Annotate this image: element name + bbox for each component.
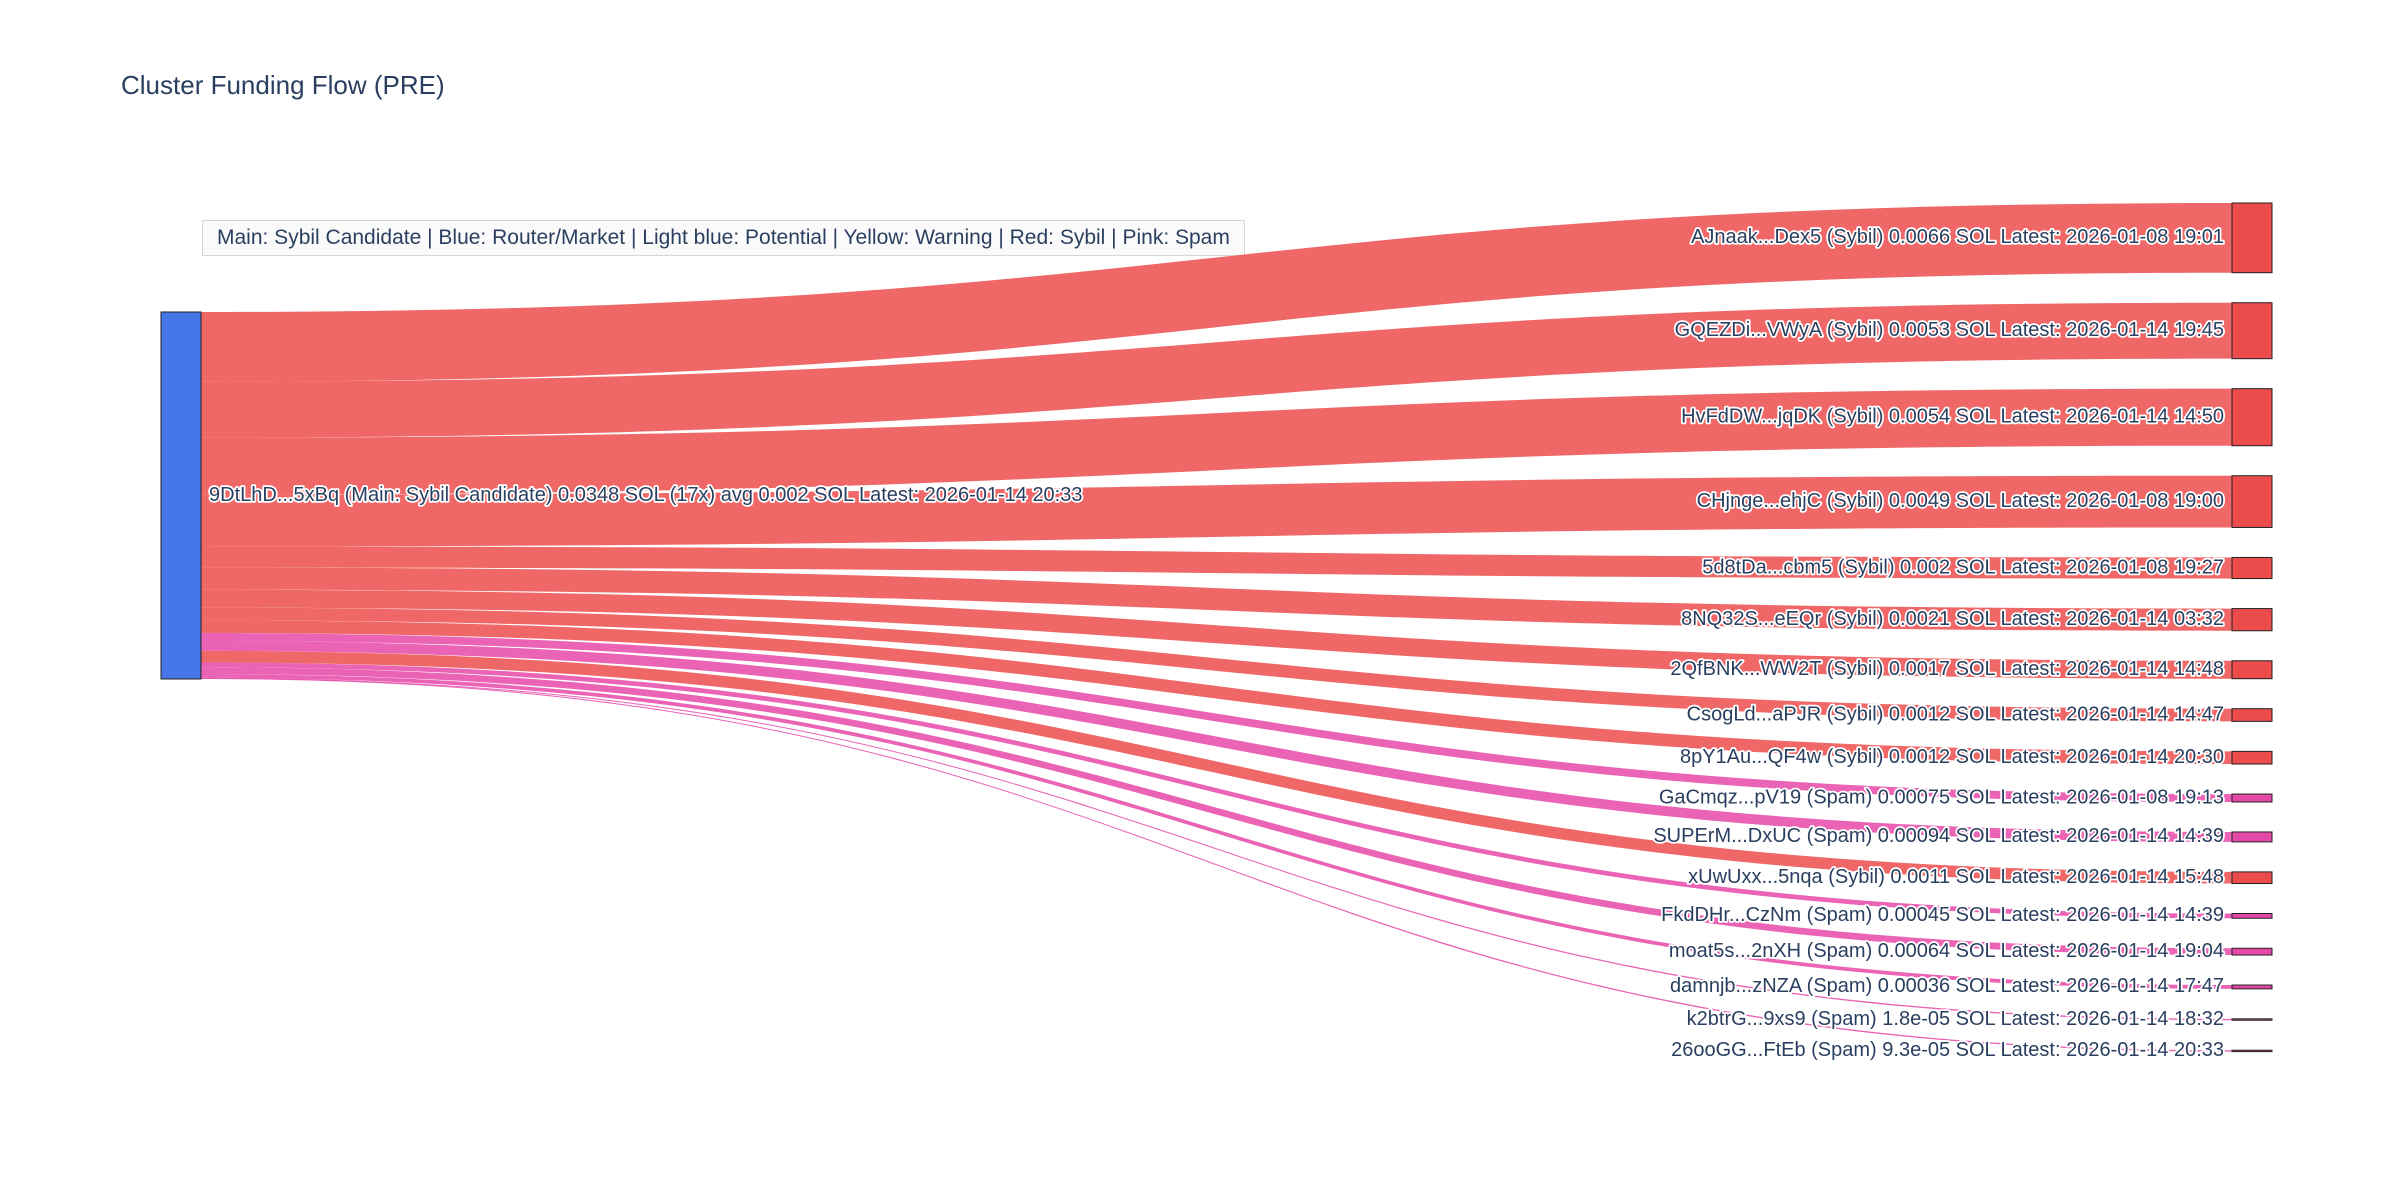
sankey-target-node[interactable]: [2231, 947, 2273, 956]
sankey-target-label: SUPErM...DxUC (Spam) 0.00094 SOL Latest:…: [1653, 825, 2224, 847]
sankey-target-label: GQEZDi...VWyA (Sybil) 0.0053 SOL Latest:…: [1675, 319, 2224, 341]
sankey-target-label: CsogLd...aPJR (Sybil) 0.0012 SOL Latest:…: [1687, 703, 2224, 725]
sankey-target-label: 5d8tDa...cbm5 (Sybil) 0.002 SOL Latest: …: [1702, 556, 2224, 578]
chart-title: Cluster Funding Flow (PRE): [121, 70, 445, 100]
sankey-target-node[interactable]: [2231, 388, 2273, 447]
sankey-link[interactable]: [201, 674, 2232, 989]
sankey-link[interactable]: [201, 475, 2232, 547]
sankey-link[interactable]: [201, 662, 2232, 919]
sankey-link[interactable]: [201, 620, 2232, 765]
sankey-target-node[interactable]: [2231, 202, 2273, 274]
sankey-target-label: AJnaak...Dex5 (Sybil) 0.0066 SOL Latest:…: [1691, 226, 2224, 248]
sankey-source-node[interactable]: [160, 311, 202, 680]
sankey-target-label: GaCmqz...pV19 (Spam) 0.00075 SOL Latest:…: [1659, 786, 2224, 808]
sankey-link[interactable]: [201, 667, 2232, 956]
sankey-link[interactable]: [201, 678, 2232, 1052]
sankey-target-label: xUwUxx...5nqa (Sybil) 0.0011 SOL Latest:…: [1688, 866, 2224, 888]
sankey-target-label: 26ooGG...FtEb (Spam) 9.3e-05 SOL Latest:…: [1671, 1039, 2224, 1061]
sankey-target-label: 8NQ32S...eEQr (Sybil) 0.0021 SOL Latest:…: [1681, 608, 2224, 630]
sankey-link[interactable]: [201, 677, 2232, 1021]
sankey-target-node[interactable]: [2231, 871, 2273, 885]
sankey-target-label: FkdDHr...CzNm (Spam) 0.00045 SOL Latest:…: [1661, 904, 2224, 926]
sankey-target-label: damnjb...zNZA (Spam) 0.00036 SOL Latest:…: [1670, 975, 2224, 997]
sankey-link[interactable]: [201, 650, 2232, 884]
sankey-target-label: HvFdDW...jqDK (Sybil) 0.0054 SOL Latest:…: [1681, 405, 2224, 427]
sankey-link[interactable]: [201, 388, 2232, 495]
sankey-target-node[interactable]: [2231, 1049, 2273, 1053]
sankey-link[interactable]: [201, 546, 2232, 579]
sankey-target-node[interactable]: [2231, 984, 2273, 990]
sankey-link[interactable]: [201, 633, 2232, 802]
sankey-target-node[interactable]: [2231, 708, 2273, 722]
sankey-target-label: k2btrG...9xs9 (Spam) 1.8e-05 SOL Latest:…: [1687, 1008, 2224, 1030]
sankey-link[interactable]: [201, 567, 2232, 631]
sankey-target-node[interactable]: [2231, 1018, 2273, 1021]
sankey-link[interactable]: [201, 640, 2232, 842]
sankey-target-label: moat5s...2nXH (Spam) 0.00064 SOL Latest:…: [1669, 940, 2224, 962]
sankey-target-node[interactable]: [2231, 475, 2273, 528]
legend-annotation: Main: Sybil Candidate | Blue: Router/Mar…: [202, 220, 1245, 256]
sankey-target-label: 2QfBNK...WW2T (Sybil) 0.0017 SOL Latest:…: [1670, 658, 2224, 680]
sankey-target-node[interactable]: [2231, 831, 2273, 843]
sankey-target-node[interactable]: [2231, 302, 2273, 360]
sankey-source-label: 9DtLhD...5xBq (Main: Sybil Candidate) 0.…: [209, 484, 1083, 506]
sankey-link[interactable]: [201, 302, 2232, 438]
sankey-target-node[interactable]: [2231, 750, 2273, 765]
sankey-link[interactable]: [201, 589, 2232, 679]
sankey-target-node[interactable]: [2231, 556, 2273, 580]
sankey-link[interactable]: [201, 203, 2232, 382]
sankey-target-node[interactable]: [2231, 913, 2273, 919]
sankey-target-node[interactable]: [2231, 660, 2273, 680]
sankey-target-label: CHjnge...ehjC (Sybil) 0.0049 SOL Latest:…: [1697, 490, 2224, 512]
sankey-target-label: 8pY1Au...QF4w (Sybil) 0.0012 SOL Latest:…: [1680, 746, 2224, 768]
sankey-target-node[interactable]: [2231, 608, 2273, 632]
sankey-target-node[interactable]: [2231, 793, 2273, 803]
sankey-link[interactable]: [201, 607, 2232, 722]
